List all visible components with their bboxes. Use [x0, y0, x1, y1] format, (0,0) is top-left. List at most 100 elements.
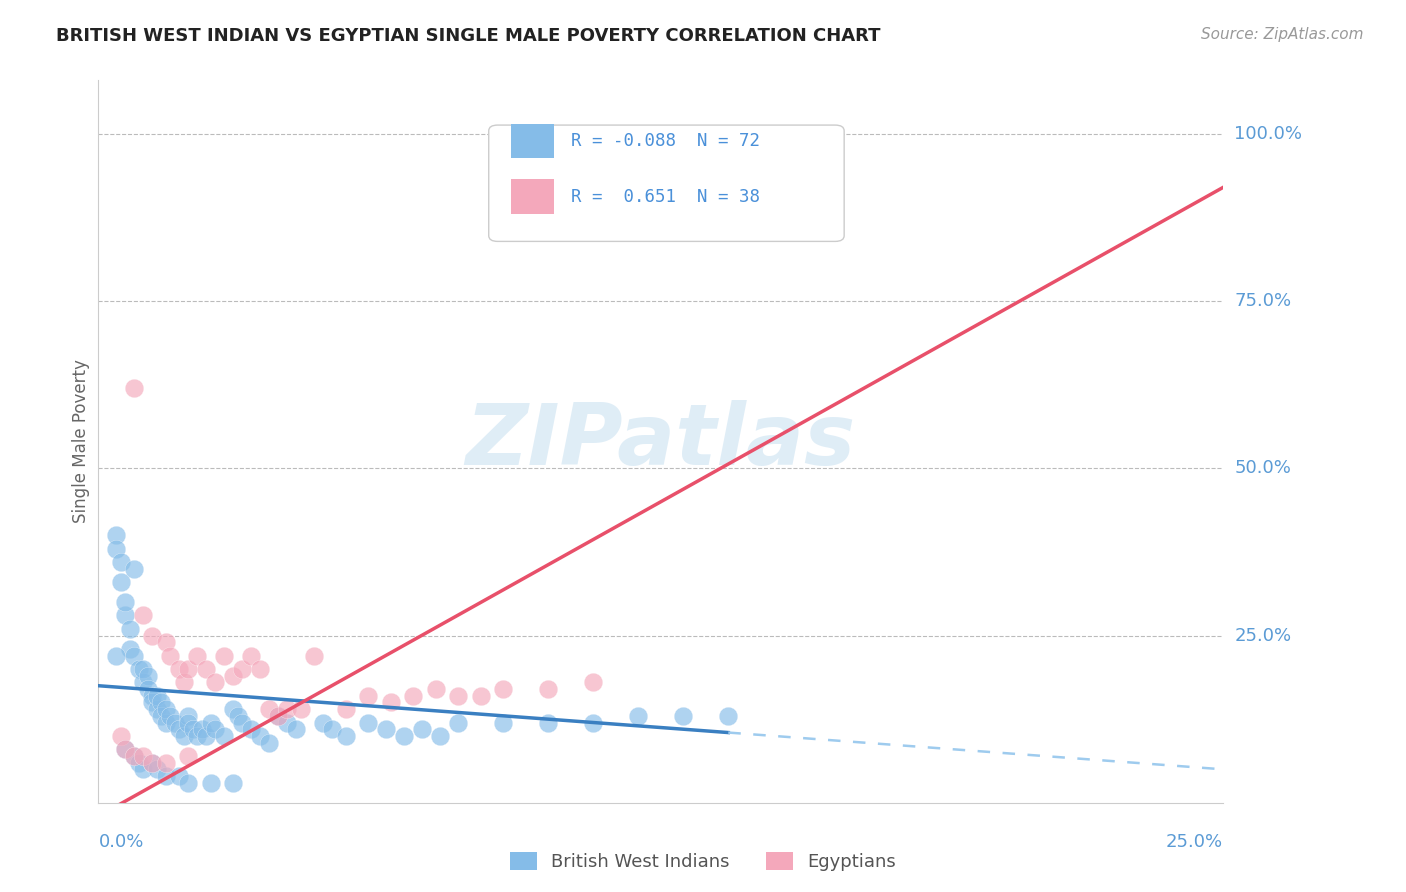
Point — [124, 562, 146, 576]
Point — [357, 715, 380, 730]
Point — [136, 669, 159, 683]
Bar — [512, 124, 554, 158]
Text: 25.0%: 25.0% — [1234, 626, 1292, 645]
Point — [105, 541, 128, 556]
Point — [155, 715, 177, 730]
Point — [290, 702, 312, 716]
Point — [124, 749, 146, 764]
Point — [276, 702, 298, 716]
Point — [155, 769, 177, 783]
Text: 0.0%: 0.0% — [98, 833, 143, 851]
Point — [132, 749, 155, 764]
Point — [195, 729, 218, 743]
Text: Source: ZipAtlas.com: Source: ZipAtlas.com — [1201, 27, 1364, 42]
Point — [141, 756, 163, 770]
Point — [375, 723, 398, 737]
Point — [222, 776, 245, 790]
Text: 25.0%: 25.0% — [1166, 833, 1223, 851]
Point — [155, 702, 177, 716]
Point — [169, 662, 191, 676]
Point — [249, 729, 271, 743]
Point — [672, 708, 695, 723]
Text: 100.0%: 100.0% — [1234, 125, 1302, 143]
Bar — [512, 179, 554, 214]
Point — [447, 715, 470, 730]
Point — [110, 575, 132, 590]
Point — [304, 648, 326, 663]
Point — [132, 662, 155, 676]
Point — [173, 729, 195, 743]
Point — [159, 648, 181, 663]
Point — [159, 708, 181, 723]
Point — [124, 381, 146, 395]
Point — [394, 729, 416, 743]
Point — [118, 642, 141, 657]
Point — [124, 648, 146, 663]
Text: ZIPatlas: ZIPatlas — [465, 400, 856, 483]
Point — [582, 675, 605, 690]
Point — [128, 756, 150, 770]
Point — [231, 715, 253, 730]
Point — [249, 662, 271, 676]
Point — [181, 723, 204, 737]
FancyBboxPatch shape — [489, 125, 844, 242]
Point — [492, 681, 515, 696]
Point — [204, 675, 226, 690]
Point — [214, 729, 236, 743]
Text: 50.0%: 50.0% — [1234, 459, 1291, 477]
Point — [114, 742, 136, 756]
Point — [240, 723, 263, 737]
Point — [141, 689, 163, 703]
Text: R =  0.651  N = 38: R = 0.651 N = 38 — [571, 187, 759, 205]
Point — [155, 635, 177, 649]
Point — [132, 608, 155, 623]
Point — [177, 662, 200, 676]
Point — [110, 729, 132, 743]
Point — [105, 528, 128, 542]
Point — [146, 689, 169, 703]
Point — [214, 648, 236, 663]
Point — [141, 696, 163, 710]
Point — [312, 715, 335, 730]
Point — [146, 762, 169, 776]
Text: BRITISH WEST INDIAN VS EGYPTIAN SINGLE MALE POVERTY CORRELATION CHART: BRITISH WEST INDIAN VS EGYPTIAN SINGLE M… — [56, 27, 880, 45]
Point — [110, 555, 132, 569]
Point — [169, 723, 191, 737]
Legend: British West Indians, Egyptians: British West Indians, Egyptians — [502, 846, 904, 879]
Point — [226, 708, 249, 723]
Point — [141, 756, 163, 770]
Point — [717, 173, 740, 188]
Point — [259, 702, 281, 716]
Point — [118, 622, 141, 636]
Point — [200, 776, 222, 790]
Point — [335, 702, 357, 716]
Point — [231, 662, 253, 676]
Point — [285, 723, 308, 737]
Y-axis label: Single Male Poverty: Single Male Poverty — [72, 359, 90, 524]
Point — [177, 708, 200, 723]
Point — [150, 696, 173, 710]
Point — [357, 689, 380, 703]
Point — [150, 708, 173, 723]
Point — [425, 681, 447, 696]
Point — [177, 776, 200, 790]
Point — [191, 723, 214, 737]
Point — [627, 708, 650, 723]
Point — [447, 689, 470, 703]
Point — [222, 669, 245, 683]
Point — [163, 715, 186, 730]
Text: 75.0%: 75.0% — [1234, 292, 1292, 310]
Point — [537, 715, 560, 730]
Point — [222, 702, 245, 716]
Point — [155, 756, 177, 770]
Point — [276, 715, 298, 730]
Point — [402, 689, 425, 703]
Point — [204, 723, 226, 737]
Point — [380, 696, 402, 710]
Point — [259, 735, 281, 749]
Point — [114, 608, 136, 623]
Point — [200, 715, 222, 730]
Point — [429, 729, 451, 743]
Point — [132, 762, 155, 776]
Point — [267, 708, 290, 723]
